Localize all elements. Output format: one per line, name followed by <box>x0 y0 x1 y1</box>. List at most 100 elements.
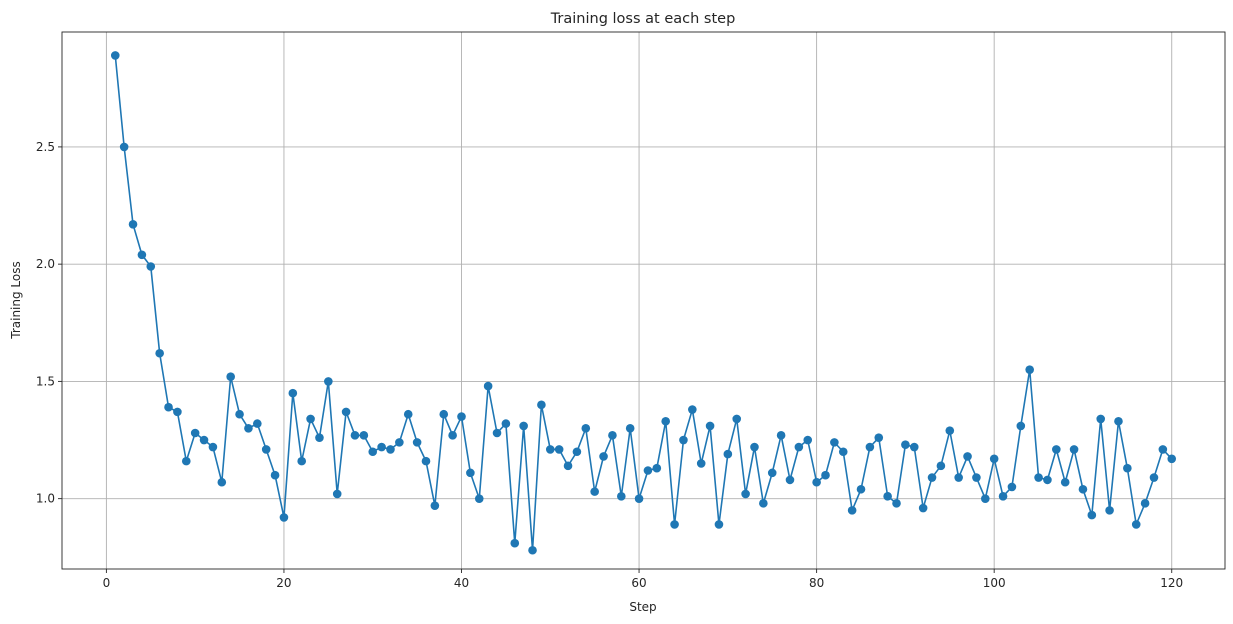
loss-point <box>554 445 564 454</box>
loss-point <box>439 409 449 419</box>
loss-point <box>137 250 147 260</box>
loss-point <box>696 459 706 468</box>
loss-point <box>119 142 129 152</box>
loss-point <box>324 377 333 386</box>
loss-point <box>998 492 1008 501</box>
loss-point <box>1043 475 1052 485</box>
loss-point <box>545 445 555 454</box>
x-tick-label: 120 <box>1160 576 1183 590</box>
loss-point <box>448 431 457 440</box>
loss-point <box>1078 484 1088 494</box>
loss-point <box>164 402 173 412</box>
loss-point <box>483 381 493 391</box>
loss-point <box>759 499 768 508</box>
loss-point <box>146 262 156 271</box>
loss-point <box>1007 482 1017 492</box>
loss-point <box>1131 520 1141 529</box>
loss-point <box>528 545 537 555</box>
loss-point <box>190 428 200 438</box>
loss-point <box>1016 421 1026 431</box>
x-tick-label: 80 <box>809 576 824 590</box>
loss-point <box>767 468 777 478</box>
loss-point <box>838 447 848 457</box>
x-tick-label: 0 <box>103 576 111 590</box>
loss-point <box>785 475 795 485</box>
loss-point <box>1167 454 1177 464</box>
loss-point <box>350 431 360 440</box>
loss-point <box>510 538 520 548</box>
loss-series <box>110 51 1177 555</box>
loss-point <box>537 400 546 410</box>
loss-point <box>901 440 910 450</box>
loss-point <box>617 492 626 501</box>
y-tick-label: 2.0 <box>36 257 55 271</box>
loss-point <box>1087 510 1097 520</box>
x-tick-label: 60 <box>631 576 646 590</box>
loss-point <box>1158 445 1168 454</box>
chart-title: Training loss at each step <box>550 11 736 27</box>
loss-point <box>261 445 271 454</box>
loss-point <box>332 489 342 499</box>
loss-point <box>643 466 653 475</box>
loss-point <box>270 470 280 480</box>
loss-point <box>608 431 617 440</box>
loss-point <box>572 447 582 457</box>
loss-point <box>217 477 227 487</box>
loss-point <box>235 409 244 419</box>
loss-point <box>208 442 218 452</box>
grid-lines <box>62 32 1225 569</box>
loss-point <box>430 501 440 510</box>
loss-line <box>114 55 1173 552</box>
y-tick-label: 1.5 <box>36 374 55 388</box>
loss-point <box>581 424 591 433</box>
loss-point <box>501 419 511 428</box>
y-axis-label: Training Loss <box>9 261 23 339</box>
loss-point <box>803 435 813 445</box>
loss-point <box>927 473 937 482</box>
loss-point <box>821 470 830 480</box>
loss-point <box>909 442 919 452</box>
loss-point <box>1149 473 1159 482</box>
loss-point <box>1096 414 1106 424</box>
loss-point <box>306 414 315 424</box>
loss-point <box>359 431 369 440</box>
y-tick-label: 2.5 <box>36 140 55 154</box>
loss-point <box>563 461 573 471</box>
loss-point <box>474 494 484 503</box>
x-tick-label: 100 <box>983 576 1006 590</box>
loss-point <box>883 492 892 501</box>
loss-point <box>856 484 866 494</box>
loss-point <box>705 421 715 431</box>
loss-point <box>288 388 298 398</box>
loss-point <box>723 449 733 459</box>
loss-point <box>918 503 928 513</box>
loss-point <box>865 442 875 452</box>
loss-point <box>732 414 742 424</box>
loss-point <box>519 421 528 431</box>
loss-point <box>945 426 955 435</box>
loss-point <box>714 520 724 529</box>
loss-point <box>670 520 679 529</box>
loss-point <box>830 438 839 447</box>
loss-point <box>750 442 759 452</box>
loss-point <box>279 513 289 522</box>
loss-point <box>1140 499 1150 508</box>
loss-point <box>395 438 404 447</box>
loss-point <box>972 473 981 482</box>
y-tick-label: 1.0 <box>36 492 55 506</box>
loss-point <box>599 452 608 461</box>
loss-point <box>368 447 378 457</box>
loss-point <box>181 456 191 466</box>
loss-point <box>634 494 644 503</box>
loss-point <box>1025 365 1034 374</box>
loss-point <box>625 424 635 433</box>
loss-point <box>679 435 688 445</box>
loss-point <box>253 419 262 428</box>
loss-point <box>128 219 138 229</box>
loss-point <box>1069 445 1079 454</box>
loss-point <box>1052 445 1061 454</box>
x-axis-label: Step <box>629 600 656 614</box>
loss-point <box>688 405 697 414</box>
loss-point <box>226 372 235 382</box>
